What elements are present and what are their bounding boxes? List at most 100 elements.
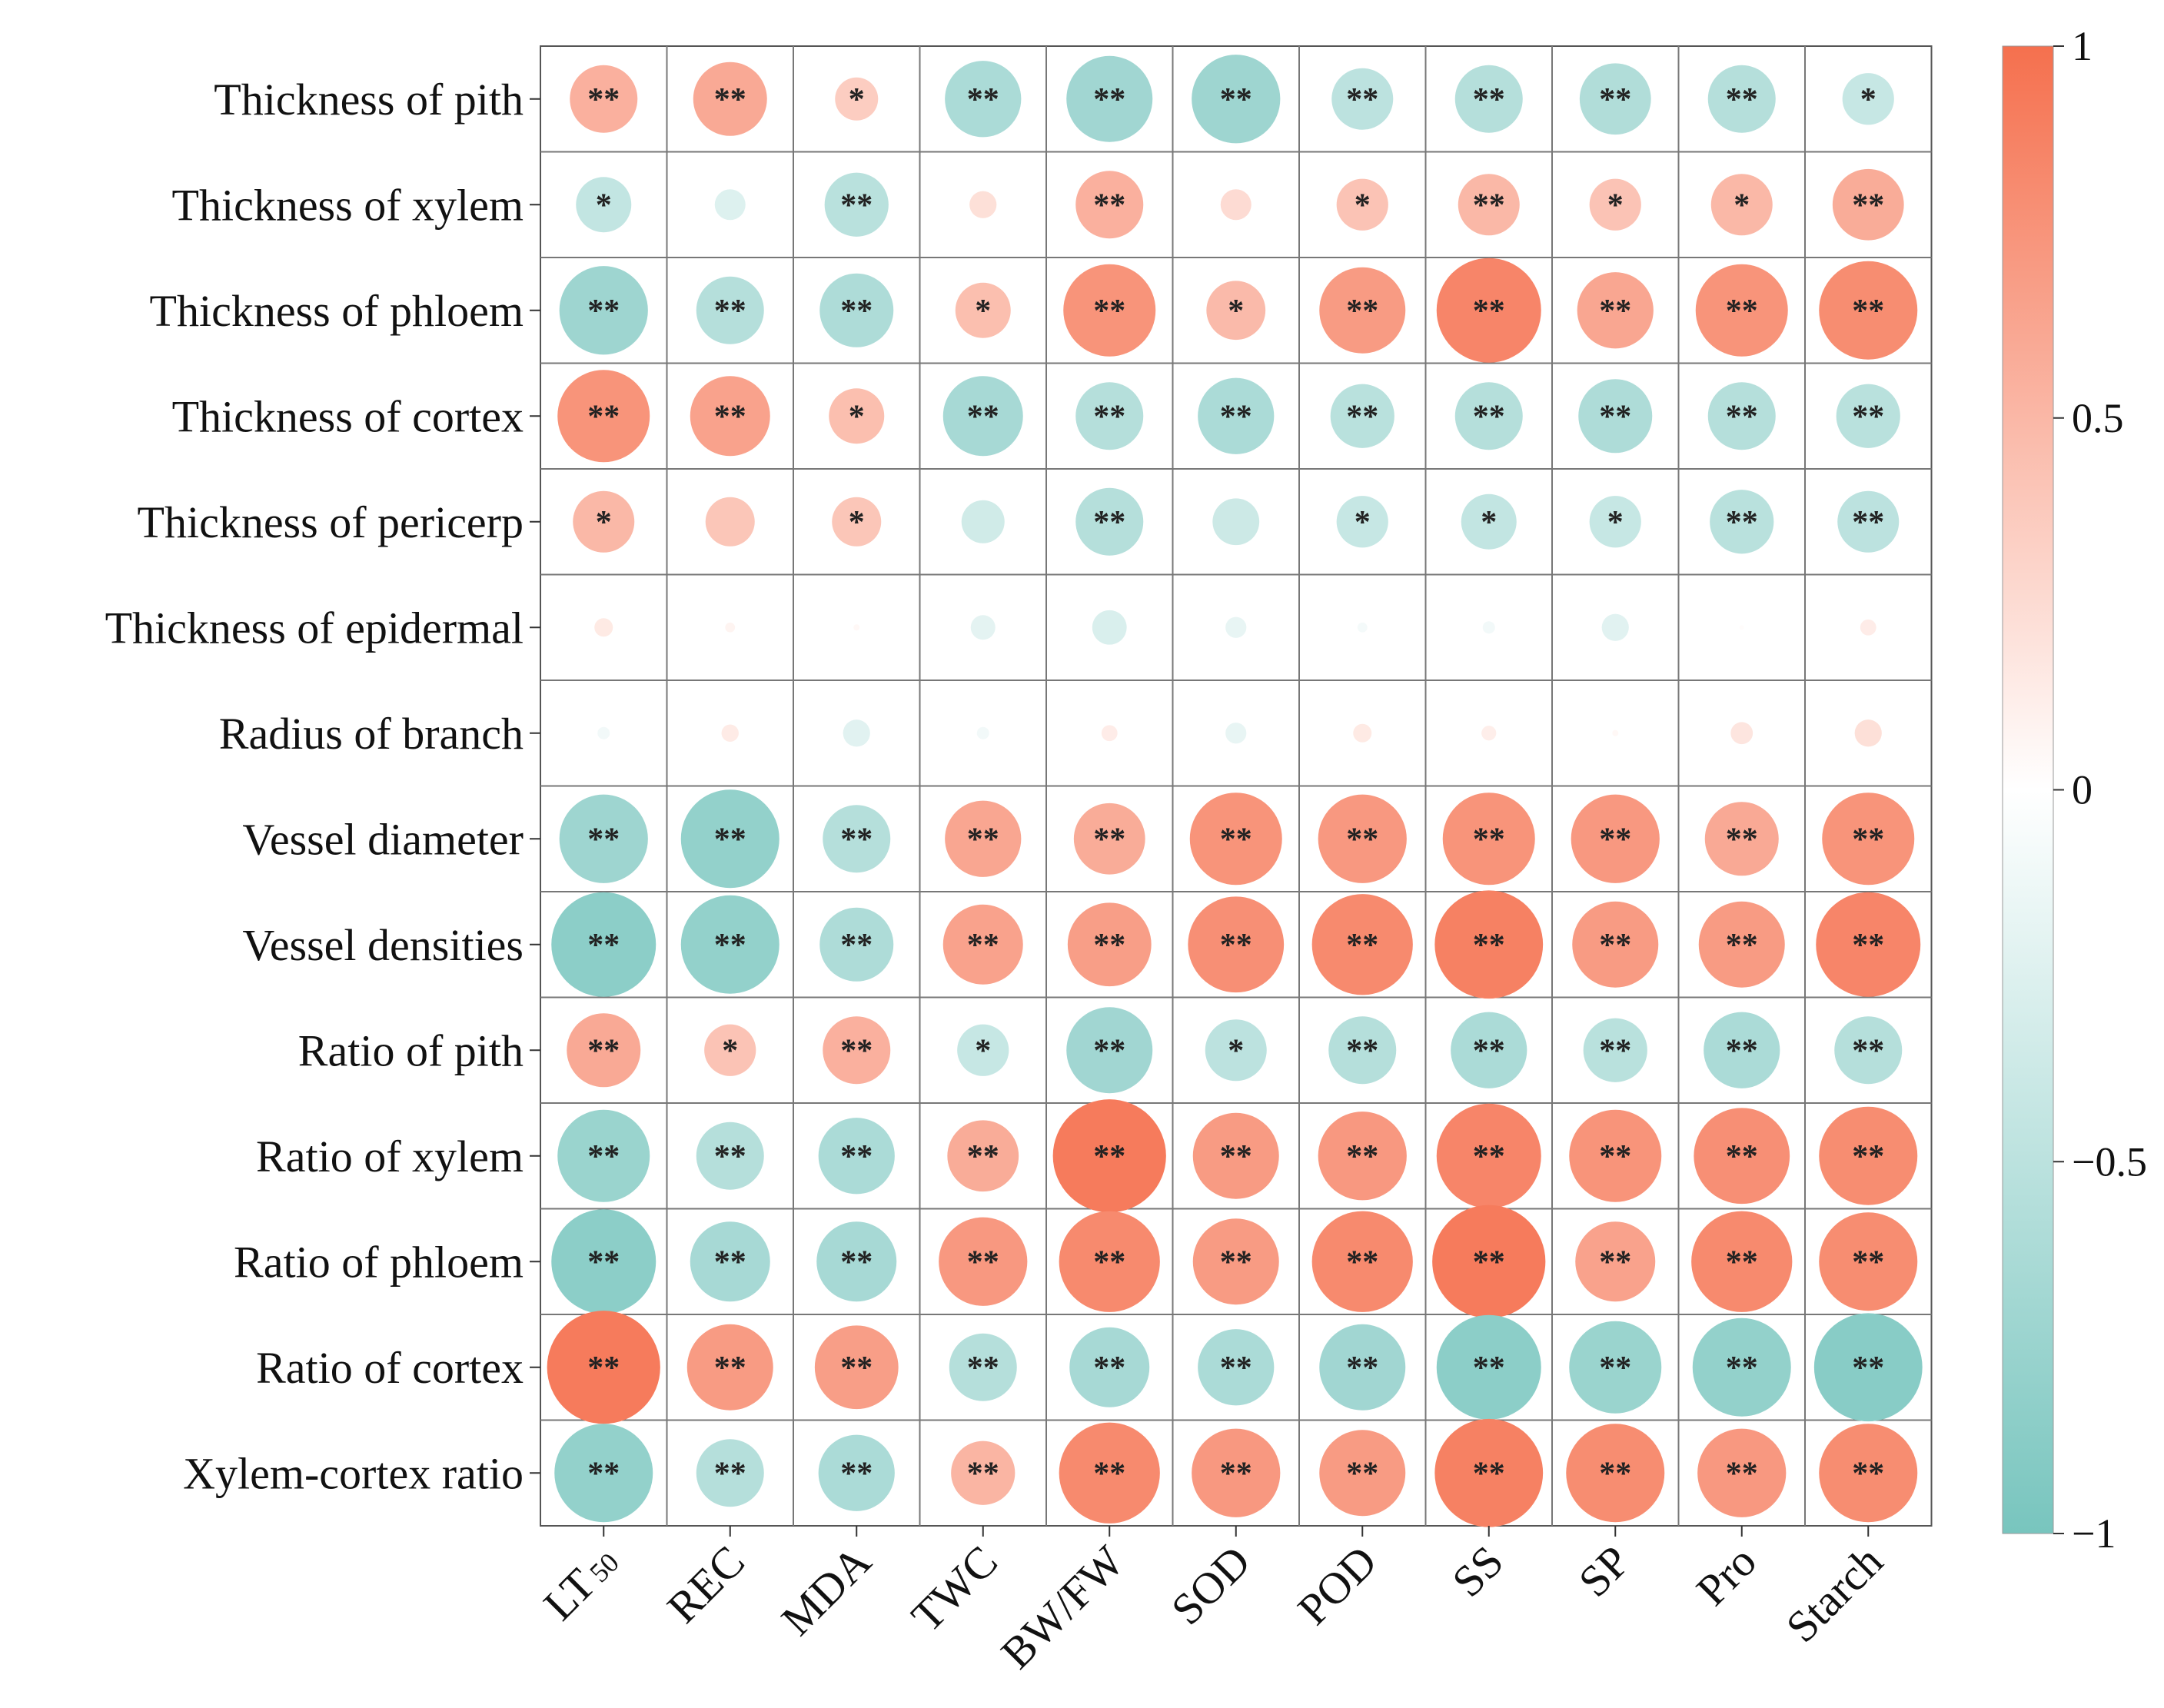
significance-marker: ** xyxy=(967,1244,999,1280)
correlation-circle xyxy=(1319,1324,1406,1411)
correlation-circle xyxy=(1813,1313,1923,1422)
correlation-circle xyxy=(819,907,894,982)
significance-marker: ** xyxy=(587,1351,620,1386)
significance-marker: ** xyxy=(1346,822,1378,857)
significance-marker: ** xyxy=(1726,1244,1758,1280)
correlation-circle xyxy=(1442,793,1535,886)
significance-marker: ** xyxy=(1346,1244,1378,1280)
significance-marker: * xyxy=(1607,188,1624,223)
significance-marker: ** xyxy=(1220,82,1252,118)
row-label: Ratio of phloem xyxy=(234,1237,524,1287)
correlation-circle xyxy=(955,282,1011,338)
significance-marker: ** xyxy=(587,1139,620,1175)
significance-marker: ** xyxy=(1473,294,1505,329)
significance-marker: ** xyxy=(1852,1033,1884,1068)
significance-marker: ** xyxy=(1473,82,1505,118)
column-label: Starch xyxy=(1777,1536,1893,1652)
correlation-circle xyxy=(573,490,635,553)
correlation-circle xyxy=(1571,794,1660,883)
correlation-circle xyxy=(819,273,894,347)
significance-marker: ** xyxy=(1599,1244,1631,1280)
correlation-circle xyxy=(1832,168,1904,241)
significance-marker: ** xyxy=(1726,1456,1758,1491)
correlation-circle xyxy=(1578,379,1653,454)
significance-marker: ** xyxy=(1726,928,1758,963)
row-label: Ratio of cortex xyxy=(256,1343,524,1393)
correlation-circle xyxy=(559,794,648,883)
correlation-circle xyxy=(1225,723,1247,744)
correlation-circle xyxy=(1458,174,1520,236)
significance-marker: ** xyxy=(1346,1033,1378,1068)
significance-marker: ** xyxy=(714,1456,746,1491)
significance-marker: * xyxy=(1734,188,1750,223)
correlation-circle xyxy=(1704,1012,1780,1088)
significance-marker: ** xyxy=(1220,1139,1252,1175)
significance-marker: * xyxy=(1228,294,1244,329)
correlation-circle xyxy=(1353,723,1372,743)
significance-marker: ** xyxy=(1346,399,1378,434)
correlation-circle xyxy=(1189,793,1282,886)
correlation-circle xyxy=(818,1118,895,1195)
significance-marker: ** xyxy=(1220,399,1252,434)
correlation-circle xyxy=(1577,272,1654,349)
correlation-circle xyxy=(1198,1329,1275,1406)
row-label: Thickness of xylem xyxy=(172,180,524,230)
significance-marker: * xyxy=(849,505,865,540)
correlation-circle xyxy=(1311,1211,1413,1312)
significance-marker: ** xyxy=(1346,82,1378,118)
row-label: Thickness of pith xyxy=(214,75,524,125)
significance-marker: ** xyxy=(1473,1244,1505,1280)
column-label: MDA xyxy=(772,1536,881,1645)
significance-marker: * xyxy=(1355,505,1371,540)
correlation-circle xyxy=(1319,267,1406,354)
colorbar-gradient xyxy=(2002,45,2054,1534)
correlation-circle xyxy=(1066,55,1153,142)
significance-marker: ** xyxy=(1599,1456,1631,1491)
correlation-circle xyxy=(1059,1422,1160,1524)
significance-marker: ** xyxy=(1220,822,1252,857)
significance-marker: ** xyxy=(1346,1351,1378,1386)
correlation-circle xyxy=(557,1109,650,1202)
correlation-circle xyxy=(957,1024,1009,1076)
correlation-circle xyxy=(1318,1112,1407,1201)
correlation-circle xyxy=(1698,901,1785,988)
correlation-circle xyxy=(1691,1211,1793,1312)
correlation-circle xyxy=(835,77,879,121)
significance-marker: ** xyxy=(1599,1033,1631,1068)
significance-marker: ** xyxy=(1726,1139,1758,1175)
significance-marker: * xyxy=(596,505,612,540)
row-label: Vessel diameter xyxy=(242,814,524,864)
colorbar-tick-label: 1 xyxy=(2072,23,2093,69)
significance-marker: ** xyxy=(587,82,620,118)
significance-marker: ** xyxy=(1093,1139,1125,1175)
significance-marker: ** xyxy=(714,82,746,118)
significance-marker: * xyxy=(975,1033,991,1068)
significance-marker: ** xyxy=(1093,928,1125,963)
correlation-circle xyxy=(939,1217,1028,1306)
colorbar-tick-label: −1 xyxy=(2072,1510,2116,1557)
correlation-circle xyxy=(1816,892,1921,997)
significance-marker: ** xyxy=(1093,1244,1125,1280)
significance-marker: ** xyxy=(840,1244,873,1280)
correlation-circle xyxy=(1730,722,1753,745)
significance-marker: ** xyxy=(1852,928,1884,963)
significance-marker: ** xyxy=(714,399,746,434)
significance-marker: ** xyxy=(967,399,999,434)
correlation-circle xyxy=(680,895,780,994)
correlation-circle xyxy=(1697,1428,1787,1517)
correlation-circle xyxy=(1704,802,1779,876)
correlation-circle xyxy=(1707,65,1776,133)
significance-marker: ** xyxy=(1726,1033,1758,1068)
correlation-circle xyxy=(570,65,638,133)
correlation-circle xyxy=(1357,622,1368,633)
correlation-circle xyxy=(1319,1430,1406,1517)
correlation-circle xyxy=(1482,621,1495,634)
correlation-circle xyxy=(949,1333,1017,1401)
row-labels: Thickness of pith Thickness of xylem Thick… xyxy=(105,75,540,1498)
significance-marker: ** xyxy=(840,1351,873,1386)
correlation-circle xyxy=(1328,1016,1397,1085)
significance-marker: ** xyxy=(714,928,746,963)
significance-marker: ** xyxy=(1346,294,1378,329)
